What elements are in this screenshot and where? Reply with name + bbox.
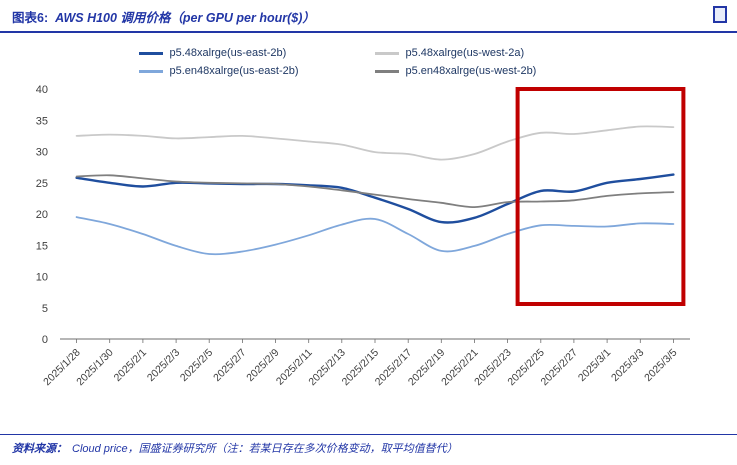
figure-header: 图表6: AWS H100 调用价格（per GPU per hour($)） xyxy=(0,0,737,33)
chart-legend: p5.48xalrge(us-east-2b) p5.48xalrge(us-we… xyxy=(0,47,737,77)
series-line-p5.48xalrge(us-east-2b) xyxy=(75,173,675,224)
source-text: Cloud price，国盛证券研究所（注：若某日存在多次价格变动，取平均值替代… xyxy=(72,443,458,455)
y-axis-tick-label: 15 xyxy=(36,240,48,252)
legend-label: p5.en48xalrge(us-west-2b) xyxy=(405,65,537,77)
source-label: 资料来源： xyxy=(12,443,67,455)
legend-item-p5.48xalrge(us-west-2a): p5.48xalrge(us-west-2a) xyxy=(374,47,599,59)
legend-item-p5.en48xalrge(us-east-2b): p5.en48xalrge(us-east-2b) xyxy=(138,65,363,77)
figure-footer: 资料来源： Cloud price，国盛证券研究所（注：若某日存在多次价格变动，取… xyxy=(0,434,737,465)
legend-label: p5.en48xalrge(us-east-2b) xyxy=(169,65,299,77)
y-axis-tick-label: 5 xyxy=(42,303,48,315)
x-axis-tick-label: 2025/3/1 xyxy=(576,347,613,384)
x-axis-tick-label: 2025/3/3 xyxy=(609,347,646,384)
legend-label: p5.48xalrge(us-east-2b) xyxy=(169,47,287,59)
legend-item-p5.48xalrge(us-east-2b): p5.48xalrge(us-east-2b) xyxy=(138,47,363,59)
x-axis-tick-label: 2025/2/5 xyxy=(178,347,215,384)
legend-line-marker-icon xyxy=(138,51,163,55)
series-line-p5.en48xalrge(us-east-2b) xyxy=(75,216,675,256)
figure-number-label: 图表6: xyxy=(12,11,49,25)
highlight-box xyxy=(515,87,686,306)
legend-line-marker-icon xyxy=(374,51,399,55)
series-line-p5.en48xalrge(us-west-2b) xyxy=(75,174,675,209)
x-axis-tick-label: 2025/1/30 xyxy=(74,347,116,389)
y-axis-tick-label: 10 xyxy=(36,272,48,284)
x-axis-tick-label: 2025/3/5 xyxy=(642,347,679,384)
x-axis-tick-label: 2025/2/27 xyxy=(539,347,581,389)
y-axis-tick-label: 20 xyxy=(36,209,48,221)
x-axis-tick-label: 2025/2/1 xyxy=(112,347,149,384)
y-axis-tick-label: 25 xyxy=(36,178,48,190)
series-line-p5.48xalrge(us-west-2a) xyxy=(75,125,675,161)
figure-title: AWS H100 调用价格（per GPU per hour($)） xyxy=(55,11,315,25)
legend-row: p5.48xalrge(us-east-2b) p5.48xalrge(us-we… xyxy=(138,47,599,59)
legend-item-p5.en48xalrge(us-west-2b): p5.en48xalrge(us-west-2b) xyxy=(374,65,599,77)
x-axis-tick-label: 2025/2/7 xyxy=(211,347,248,384)
legend-label: p5.48xalrge(us-west-2a) xyxy=(405,47,525,59)
y-axis-tick-label: 30 xyxy=(36,147,48,159)
legend-line-marker-icon xyxy=(138,69,163,73)
legend-row: p5.en48xalrge(us-east-2b) p5.en48xalrge(u… xyxy=(138,65,599,77)
y-axis-tick-label: 40 xyxy=(36,84,48,96)
x-axis-tick-label: 2025/2/3 xyxy=(145,347,182,384)
y-axis-tick-label: 0 xyxy=(42,334,48,346)
y-axis-tick-label: 35 xyxy=(36,115,48,127)
legend-line-marker-icon xyxy=(374,69,399,73)
corner-logo-icon xyxy=(713,6,727,23)
line-chart: 05101520253035402025/1/282025/1/302025/2… xyxy=(36,84,690,389)
